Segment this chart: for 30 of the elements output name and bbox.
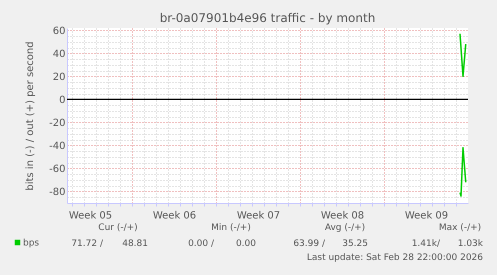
text: 1.03k [458, 239, 484, 249]
text: 0.00 [236, 239, 256, 249]
x-tick-label: Week 09 [404, 210, 448, 222]
text: Last update: Sat Feb 28 22:00:00 2026 [306, 253, 484, 263]
y-tick-label: 40 [52, 48, 66, 60]
text: 48.81 [122, 239, 148, 249]
x-tick-label: Week 08 [320, 210, 364, 222]
y-axis-title: bits in (-) / out (+) per second [25, 41, 36, 191]
legend-label: bps [23, 238, 40, 248]
chart-title: br-0a07901b4e96 traffic - by month [160, 11, 376, 25]
line-series [459, 146, 466, 197]
y-tick-label: 0 [59, 94, 66, 106]
text: 63.99 / [293, 239, 326, 249]
text: 1.41k/ [412, 239, 441, 249]
y-tick-label: 20 [52, 72, 66, 83]
text: 35.25 [342, 239, 368, 249]
y-tick-label: -20 [49, 118, 66, 129]
x-tick-label: Week 05 [68, 210, 112, 222]
x-tick-label: Week 07 [236, 210, 280, 222]
y-tick-label: 60 [52, 26, 66, 37]
text: Cur (-/+) [98, 223, 138, 233]
y-tick-label: -80 [49, 186, 66, 198]
y-tick-label: -40 [49, 140, 66, 152]
text: 71.72 / [71, 239, 104, 249]
x-tick-label: Week 06 [152, 210, 196, 222]
text: Avg (-/+) [324, 223, 366, 233]
text: Max (-/+) [438, 223, 482, 233]
text: Min (-/+) [211, 223, 251, 233]
text: 0.00 / [188, 239, 215, 249]
y-tick-label: -60 [49, 164, 66, 175]
